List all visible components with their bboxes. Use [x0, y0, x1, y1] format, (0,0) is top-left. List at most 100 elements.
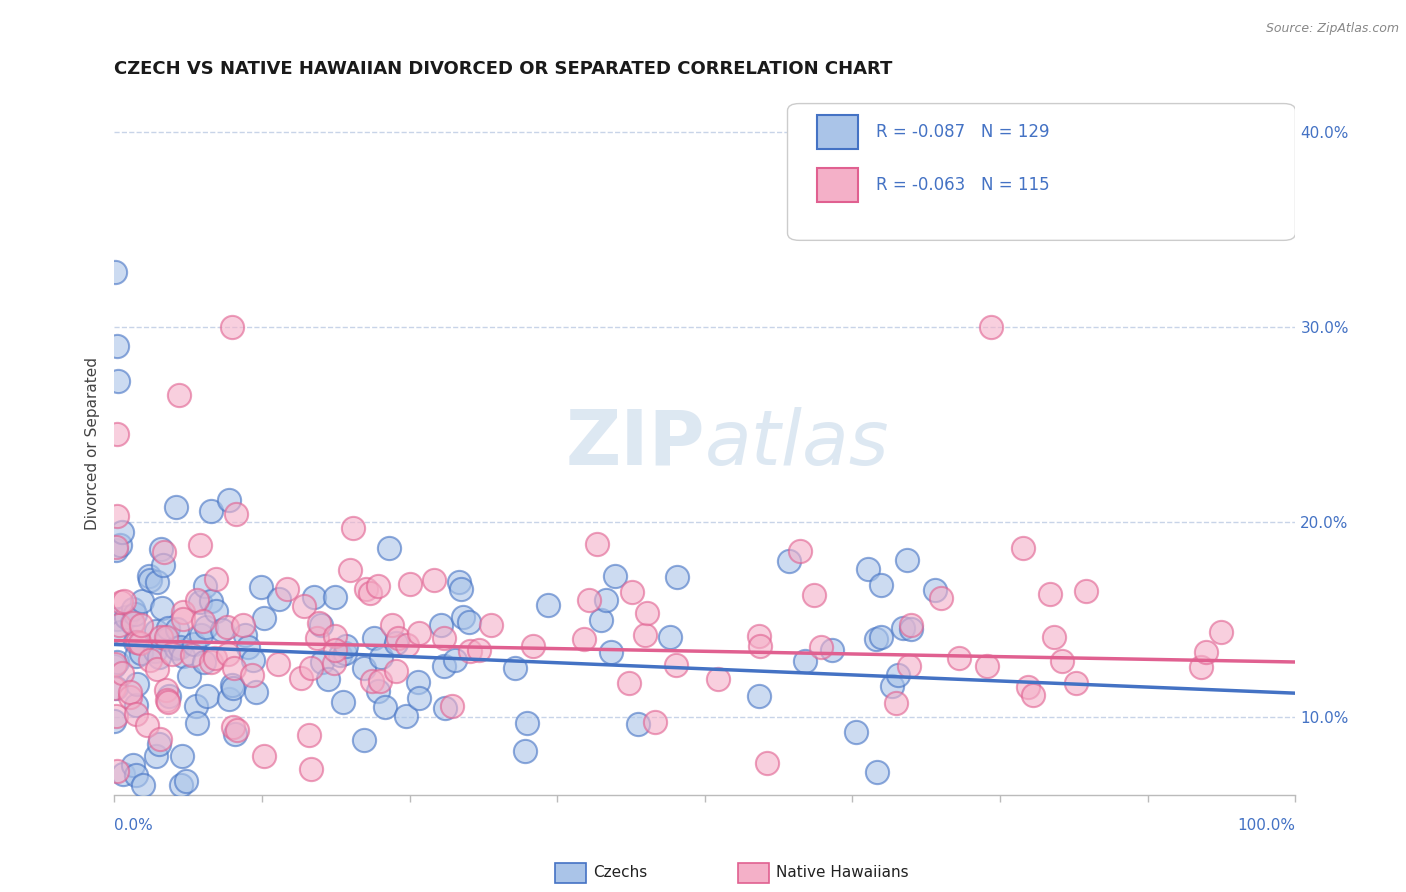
Point [232, 618, 254, 632]
Point [186, 593, 208, 607]
Point [245, 685, 267, 699]
Point [105, 427, 128, 442]
Point [1074, 584, 1097, 599]
Point [146, 575, 169, 590]
Point [896, 553, 918, 567]
Point [150, 600, 173, 615]
Point [191, 614, 214, 628]
Point [845, 725, 868, 739]
Point [707, 672, 730, 686]
Point [433, 659, 456, 673]
Text: R = -0.063   N = 115: R = -0.063 N = 115 [876, 176, 1050, 194]
Point [148, 738, 170, 752]
Point [367, 579, 389, 593]
Point [374, 699, 396, 714]
Point [749, 640, 772, 654]
Point [108, 618, 131, 632]
Point [225, 508, 247, 522]
Point [870, 578, 893, 592]
Point [342, 521, 364, 535]
Point [865, 765, 887, 780]
Point [339, 564, 361, 578]
Point [368, 674, 391, 689]
Point [194, 579, 217, 593]
Point [395, 638, 418, 652]
Point [308, 616, 330, 631]
Point [195, 620, 218, 634]
Point [621, 585, 644, 599]
Point [149, 731, 172, 746]
Point [177, 669, 200, 683]
Point [322, 656, 344, 670]
Point [155, 682, 177, 697]
Point [131, 594, 153, 608]
Point [190, 627, 212, 641]
FancyBboxPatch shape [817, 115, 859, 149]
Point [748, 689, 770, 703]
Point [302, 591, 325, 605]
Point [298, 728, 321, 742]
Point [354, 582, 377, 596]
Point [887, 668, 910, 682]
Point [363, 631, 385, 645]
Text: Native Hawaiians: Native Hawaiians [776, 865, 908, 880]
Point [384, 636, 406, 650]
Point [266, 657, 288, 671]
Point [111, 524, 134, 539]
Point [803, 587, 825, 601]
Point [218, 492, 240, 507]
Point [124, 698, 146, 712]
Point [253, 611, 276, 625]
Point [900, 622, 922, 636]
Point [200, 594, 222, 608]
Point [666, 569, 689, 583]
Point [821, 643, 844, 657]
Point [183, 637, 205, 651]
Point [145, 624, 167, 639]
Point [104, 265, 127, 279]
Point [169, 388, 191, 402]
Point [122, 602, 145, 616]
Point [125, 707, 148, 722]
Point [591, 613, 613, 627]
Point [200, 655, 222, 669]
Point [222, 681, 245, 695]
Point [221, 678, 243, 692]
Point [103, 714, 125, 728]
Point [586, 537, 609, 551]
Point [132, 778, 155, 792]
Point [316, 672, 339, 686]
Point [172, 648, 194, 663]
Point [378, 541, 401, 555]
Point [108, 538, 131, 552]
Text: Source: ZipAtlas.com: Source: ZipAtlas.com [1265, 22, 1399, 36]
Point [748, 629, 770, 643]
Point [370, 650, 392, 665]
Point [595, 593, 617, 607]
Point [233, 628, 256, 642]
Point [267, 591, 290, 606]
Point [658, 631, 681, 645]
Point [537, 598, 560, 612]
Point [810, 640, 832, 654]
Point [325, 591, 347, 605]
Point [107, 375, 129, 389]
Point [1064, 675, 1087, 690]
Point [299, 762, 322, 776]
Point [385, 664, 408, 678]
Point [503, 661, 526, 675]
Point [188, 538, 211, 552]
Point [180, 648, 202, 662]
Point [299, 661, 322, 675]
Point [891, 621, 914, 635]
Point [897, 658, 920, 673]
Point [387, 631, 409, 645]
Point [1022, 688, 1045, 702]
Text: 0.0%: 0.0% [114, 818, 153, 833]
Point [900, 618, 922, 632]
Point [225, 723, 247, 737]
Point [603, 569, 626, 583]
Point [450, 582, 472, 597]
Point [118, 685, 141, 699]
Point [778, 554, 800, 568]
